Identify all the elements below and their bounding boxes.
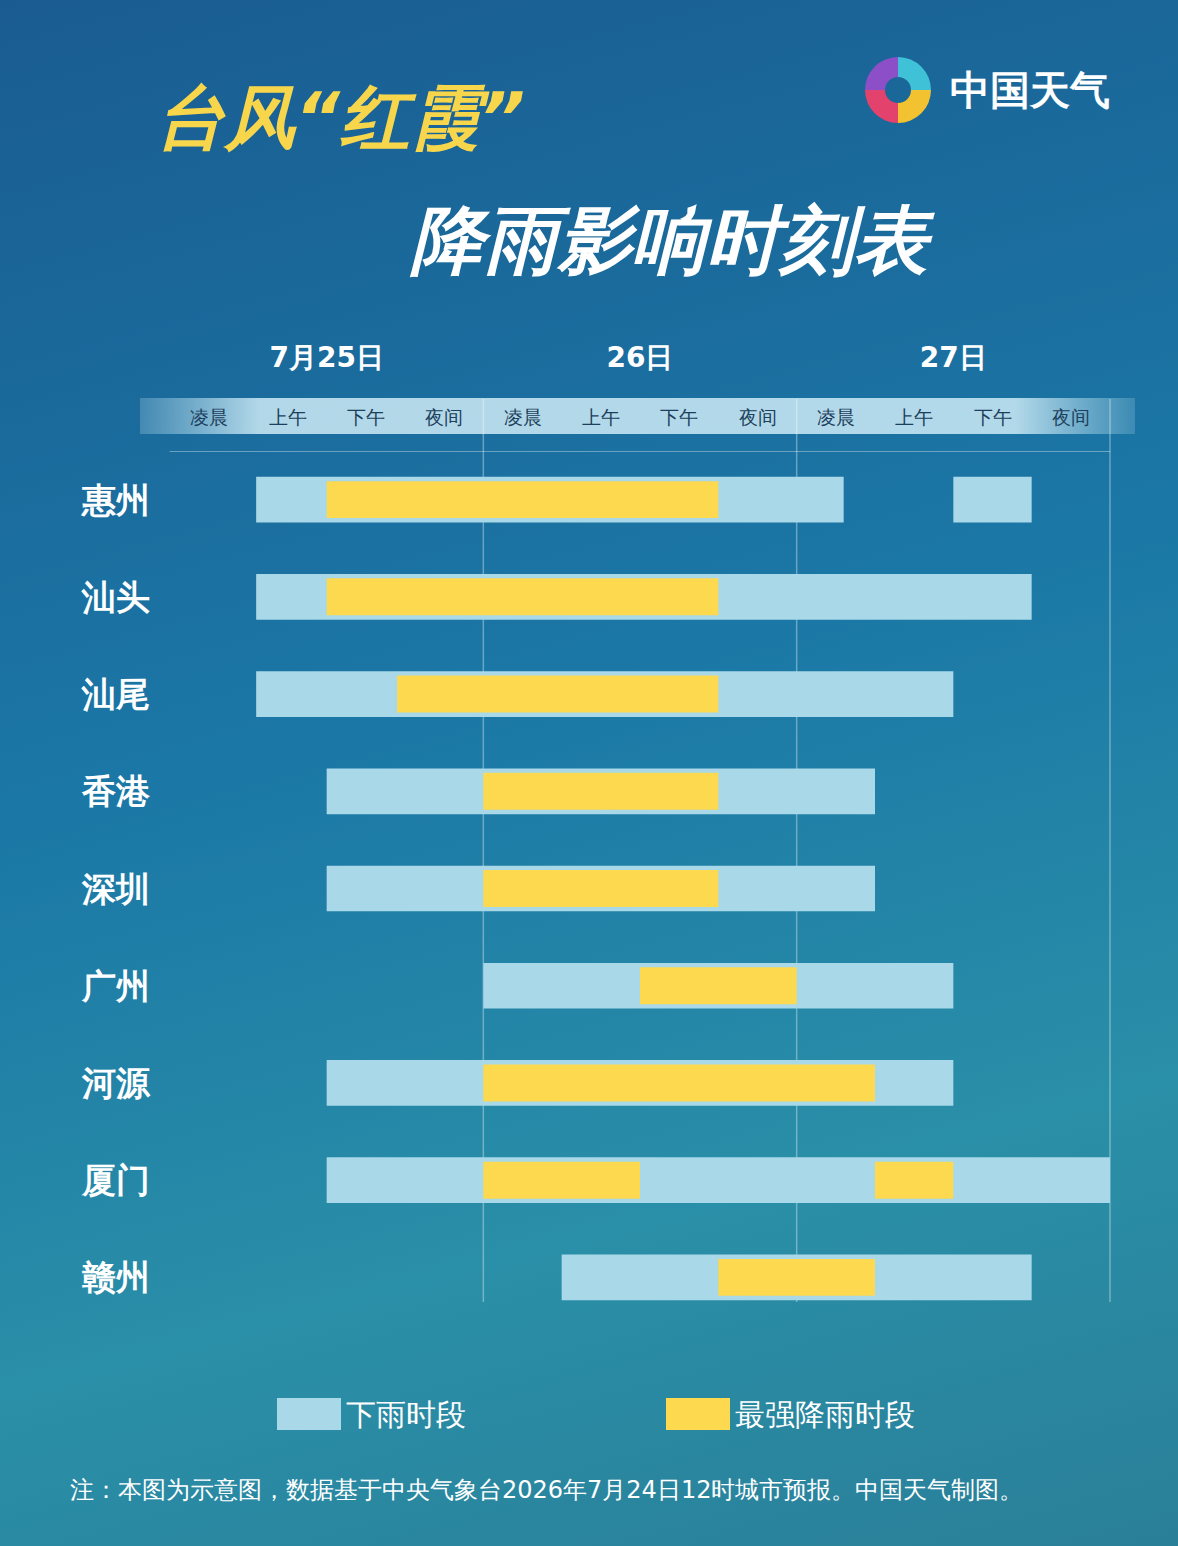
svg-text:深圳: 深圳 (81, 869, 150, 909)
svg-text:凌晨: 凌晨 (504, 406, 542, 428)
svg-text:26日: 26日 (607, 341, 674, 374)
svg-text:降雨影响时刻表: 降雨影响时刻表 (409, 197, 935, 283)
svg-text:台风“红霞”: 台风“红霞” (155, 77, 525, 159)
svg-text:惠州: 惠州 (80, 480, 150, 520)
svg-text:赣州: 赣州 (82, 1257, 150, 1297)
svg-text:下雨时段: 下雨时段 (346, 1397, 466, 1432)
svg-text:上午: 上午 (269, 406, 307, 428)
svg-text:下午: 下午 (660, 406, 698, 428)
svg-text:上午: 上午 (582, 406, 620, 428)
svg-text:上午: 上午 (895, 406, 933, 428)
svg-text:7月25日: 7月25日 (269, 341, 383, 374)
svg-text:下午: 下午 (347, 406, 385, 428)
svg-text:最强降雨时段: 最强降雨时段 (735, 1397, 915, 1432)
svg-text:夜间: 夜间 (739, 406, 777, 428)
svg-text:汕尾: 汕尾 (81, 674, 150, 714)
svg-text:中国天气: 中国天气 (950, 67, 1110, 113)
svg-text:27日: 27日 (920, 341, 987, 374)
svg-text:凌晨: 凌晨 (817, 406, 855, 428)
svg-text:厦门: 厦门 (81, 1160, 150, 1200)
svg-text:注：本图为示意图，数据基于中央气象台2026年7月24日12: 注：本图为示意图，数据基于中央气象台2026年7月24日12时城市预报。中国天气… (70, 1476, 1023, 1504)
svg-text:夜间: 夜间 (425, 406, 463, 428)
svg-text:香港: 香港 (81, 771, 150, 811)
svg-text:河源: 河源 (81, 1063, 151, 1103)
svg-text:广州: 广州 (81, 966, 150, 1006)
svg-text:夜间: 夜间 (1052, 406, 1090, 428)
svg-text:下午: 下午 (974, 406, 1012, 428)
svg-text:凌晨: 凌晨 (190, 406, 228, 428)
svg-text:汕头: 汕头 (81, 577, 150, 617)
